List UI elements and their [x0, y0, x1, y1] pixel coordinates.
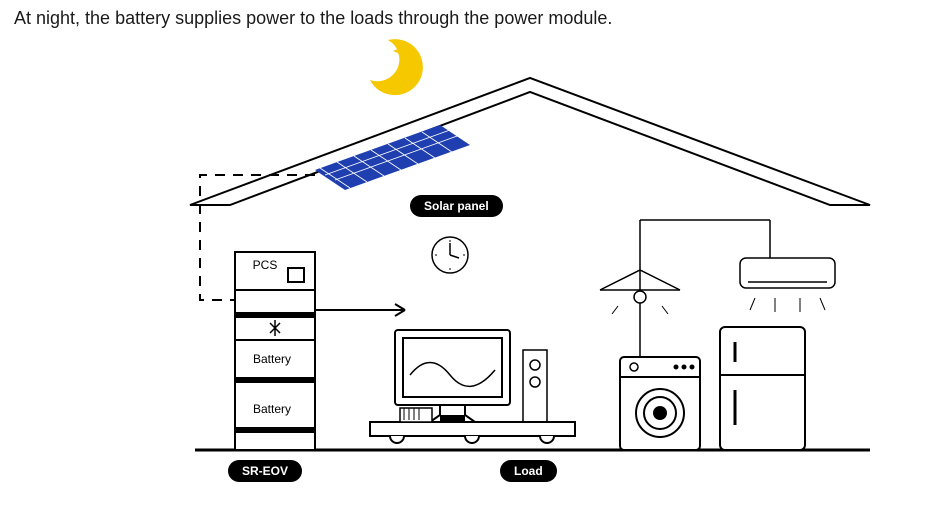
ac-unit-icon: [740, 258, 835, 312]
roof-icon: [190, 78, 870, 205]
battery2-label: Battery: [242, 402, 302, 416]
load-label: Load: [500, 460, 557, 482]
diagram-svg: [0, 30, 940, 500]
speaker-icon: [523, 350, 547, 422]
battery-stack-icon: [235, 252, 315, 450]
solar-panel-label: Solar panel: [410, 195, 503, 217]
caption-text: At night, the battery supplies power to …: [14, 8, 612, 29]
washing-machine-icon: [620, 357, 700, 450]
clock-icon: [432, 237, 468, 273]
power-flow-arrow: [315, 304, 405, 316]
moon-icon: [370, 39, 423, 95]
fridge-icon: [720, 327, 805, 450]
pcs-label: PCS: [245, 258, 285, 272]
battery1-label: Battery: [242, 352, 302, 366]
energy-flow-diagram: Solar panel PCS Battery Battery SR-EOV L…: [0, 30, 940, 500]
sr-eov-label: SR-EOV: [228, 460, 302, 482]
